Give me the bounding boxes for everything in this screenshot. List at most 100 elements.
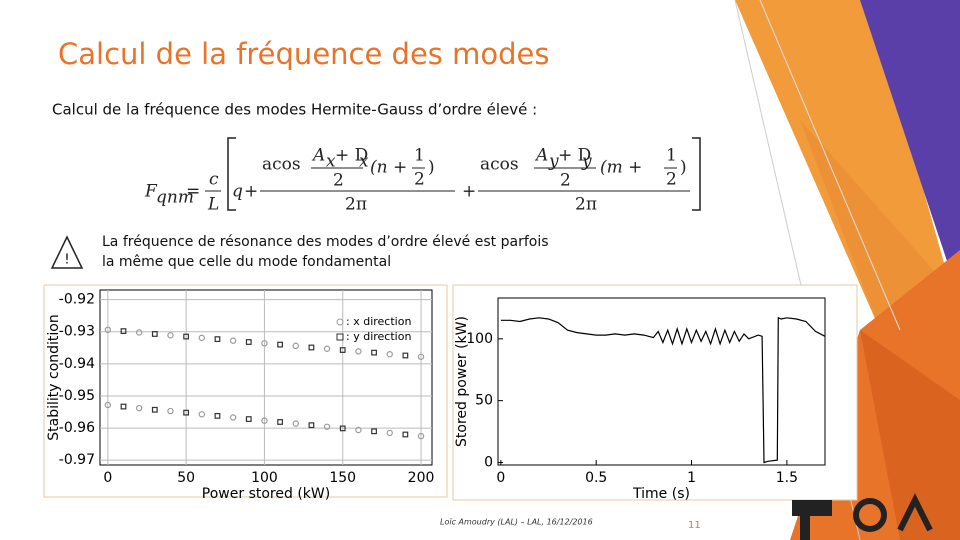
chart: -0.92 -0.93 -0.94 -0.95 -0.96 -0.97 0 50 100 150 2… (46, 289, 435, 502)
point (245, 416, 252, 422)
point (120, 328, 127, 335)
point (386, 351, 393, 358)
point (214, 336, 221, 343)
x-axis-label: Time (s) (632, 486, 690, 502)
logo-shape (800, 500, 810, 540)
x-tick-label: 0 (496, 470, 505, 486)
x-tick-label: 200 (408, 470, 435, 486)
point (386, 429, 393, 437)
logo-shape (792, 500, 832, 516)
point (167, 332, 174, 339)
title: Calcul de la fréquence des modes (58, 37, 549, 71)
formula-part: A (534, 146, 548, 166)
decor (800, 120, 960, 330)
point (308, 422, 315, 429)
formula-part: + (462, 182, 476, 202)
formula-part: acos (262, 155, 301, 175)
point (308, 344, 315, 351)
line (500, 316, 826, 464)
formula-part: (m + (600, 158, 642, 178)
point (402, 352, 409, 359)
formula-part: 2π (575, 195, 597, 215)
point (167, 407, 174, 415)
point (135, 329, 143, 336)
point (261, 340, 268, 347)
formula-part: + (244, 182, 258, 202)
point (214, 412, 221, 419)
x-tick-label: 1 (687, 470, 696, 486)
legend-marker (336, 318, 344, 326)
intro: Calcul de la fréquence des modes Hermite… (52, 101, 537, 119)
point (355, 426, 362, 434)
formula-part: q (232, 182, 243, 202)
plot-area (497, 297, 826, 466)
footer: Loïc Amoudry (LAL) – LAL, 16/12/2016 (440, 518, 593, 527)
formula-part: 2 (560, 171, 571, 191)
logo-shape (897, 493, 933, 532)
formula-part: A (311, 146, 325, 166)
point (245, 339, 252, 345)
formula-part: ) (680, 158, 687, 178)
formula-part: (n + (370, 158, 407, 178)
formula-part: F (144, 182, 158, 202)
legend-marker (336, 333, 344, 341)
point (323, 423, 331, 430)
point (323, 345, 331, 352)
y-tick-label: -0.95 (59, 388, 95, 404)
x-tick-label: 1.5 (776, 470, 798, 486)
logo-shape (853, 498, 887, 532)
formula-part: c (209, 170, 219, 190)
plot-area (99, 289, 433, 466)
point (292, 342, 299, 350)
point (183, 333, 190, 340)
point (339, 347, 346, 353)
point (104, 401, 112, 409)
decor (860, 330, 960, 540)
warning-text: la même que celle du mode fondamental (102, 254, 391, 270)
formula-part: x (359, 152, 369, 172)
point (371, 349, 377, 356)
point (417, 432, 425, 440)
point (120, 403, 127, 410)
formula-part: acos (480, 155, 519, 175)
y-tick-label: 50 (475, 393, 493, 409)
point (417, 353, 425, 360)
point (277, 341, 283, 348)
warning-text: La fréquence de résonance des modes d’or… (102, 234, 549, 250)
formula-part: 2 (333, 171, 344, 191)
y-tick-label: -0.94 (59, 356, 95, 372)
formula-part: 1 (666, 146, 677, 166)
formula-part: 2 (666, 170, 677, 190)
point (261, 417, 268, 424)
point (355, 348, 362, 355)
warning-mark: ! (64, 253, 69, 268)
decor (860, 0, 960, 300)
x-tick-label: 0.5 (585, 470, 607, 486)
legend-label: : y direction (346, 330, 411, 343)
bracket (692, 137, 701, 211)
y-tick-label: -0.92 (59, 292, 95, 308)
point (339, 425, 346, 432)
formula-part: = (186, 182, 200, 202)
formula-part: 1 (414, 146, 425, 166)
warning-icon (50, 235, 84, 269)
legend-label: : x direction (346, 315, 411, 328)
y-axis-label: Stability condition (46, 314, 62, 440)
point (277, 419, 283, 425)
y-axis-label: Stored power (kW) (454, 316, 470, 447)
page-number: 11 (688, 520, 701, 531)
point (229, 414, 237, 421)
formula-part: qnm (156, 188, 194, 208)
y-tick-label: -0.97 (59, 452, 95, 468)
logo (792, 493, 933, 540)
point (183, 409, 190, 416)
x-tick-label: 150 (329, 470, 356, 486)
point (198, 411, 205, 418)
formula-part: 2π (345, 195, 367, 215)
point (198, 334, 205, 342)
chart: 0 50 100 0 0.5 1 1.5 Time (s) Stored power (kW) (454, 297, 826, 502)
point (151, 331, 158, 337)
